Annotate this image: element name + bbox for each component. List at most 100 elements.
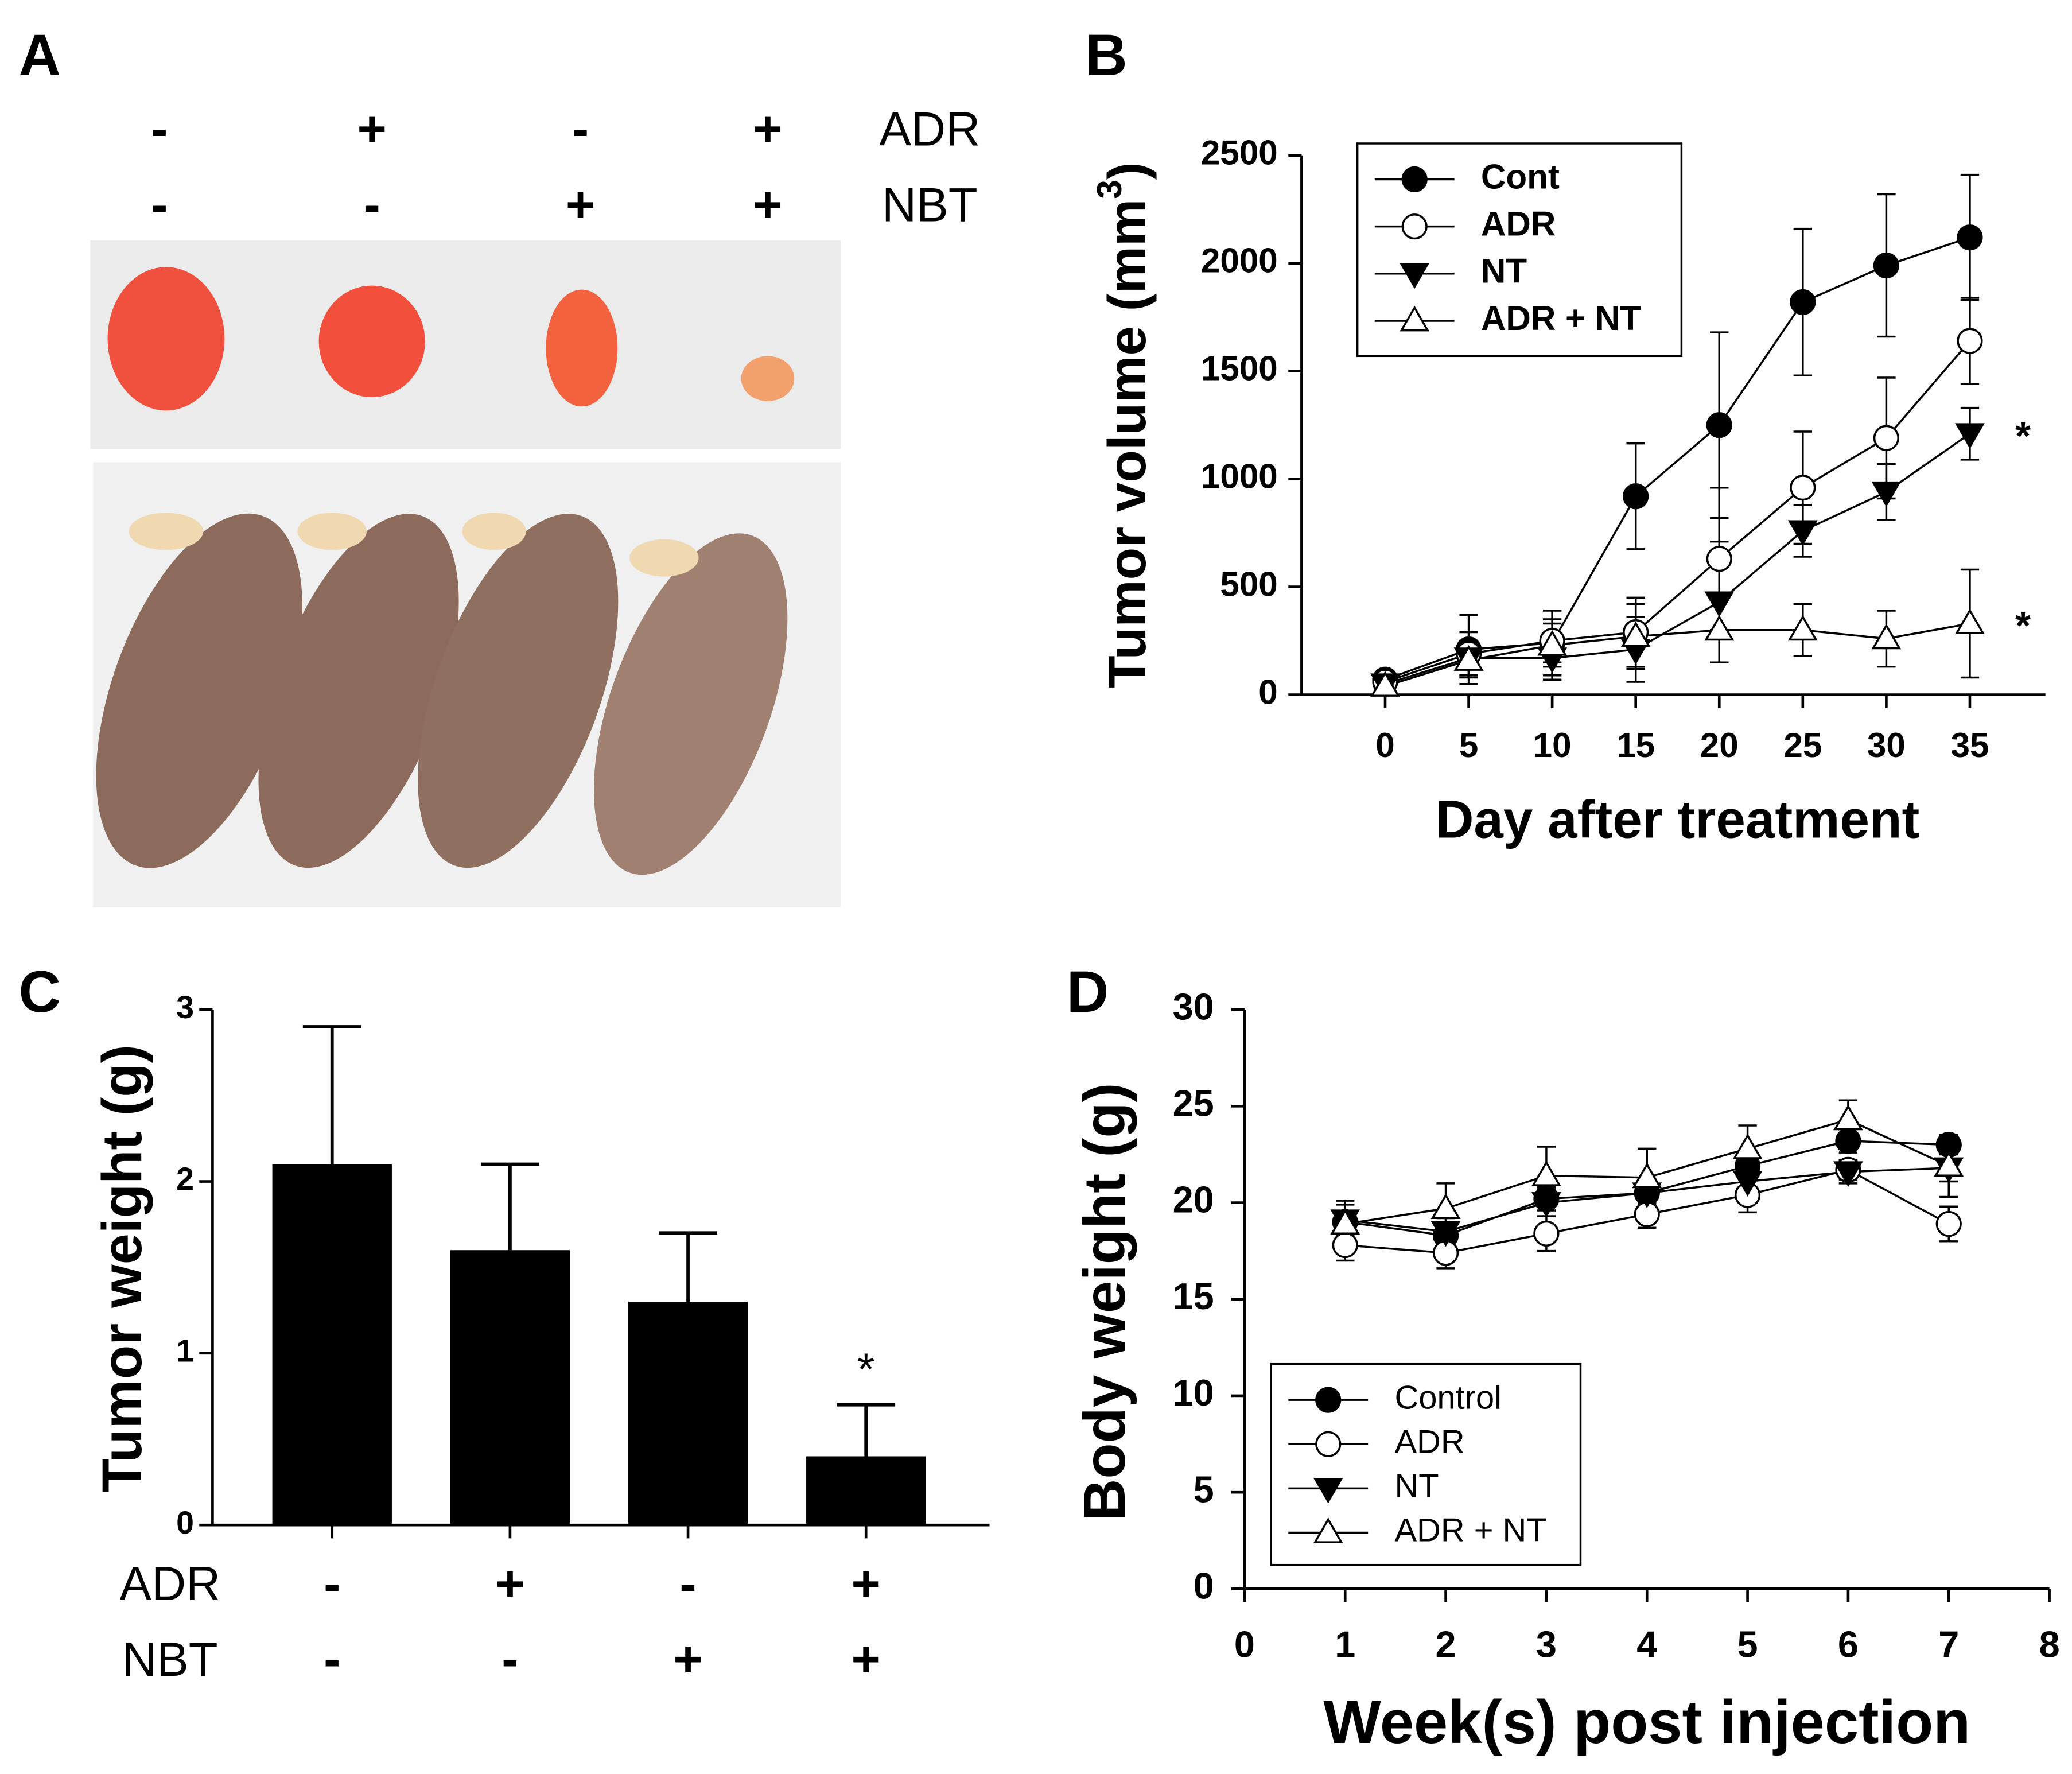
annotation: * — [857, 1344, 875, 1395]
legend-marker — [1401, 166, 1428, 193]
sign: + — [852, 1555, 881, 1612]
marker — [1533, 1220, 1560, 1247]
y-tick-label: 0 — [176, 1505, 194, 1540]
legend-marker — [1400, 263, 1430, 289]
y-tick-label: 500 — [1220, 565, 1277, 604]
y-tick-label: 1500 — [1201, 350, 1278, 388]
marker — [1732, 1171, 1763, 1197]
y-tick-label: 0 — [1258, 673, 1277, 711]
tumor — [107, 267, 225, 411]
panel-label: A — [18, 22, 61, 88]
sign: - — [151, 100, 168, 157]
tumor — [546, 289, 618, 407]
legend-label: Control — [1394, 1379, 1502, 1416]
y-tick-label: 30 — [1173, 985, 1214, 1027]
marker — [1330, 1209, 1360, 1235]
marker — [1790, 289, 1816, 315]
y-axis-title: Tumor weight (g) — [91, 1045, 153, 1493]
x-tick-label: 1 — [1335, 1623, 1355, 1665]
mouse-ear — [462, 513, 526, 550]
x-tick-label: 35 — [1950, 726, 1989, 764]
mouse — [594, 533, 788, 875]
y-tick-label: 1000 — [1201, 457, 1278, 496]
mouse-ear — [629, 539, 699, 577]
x-tick-label: 4 — [1636, 1623, 1657, 1665]
marker — [1790, 475, 1816, 501]
marker — [1632, 1162, 1662, 1189]
error-bar — [659, 1231, 717, 1302]
marker — [1873, 425, 1899, 451]
marker — [1935, 1210, 1962, 1237]
marker — [1732, 1133, 1763, 1159]
y-tick-label: 2000 — [1201, 242, 1278, 280]
sign: + — [753, 176, 782, 233]
row-name: ADR — [119, 1557, 220, 1610]
sign: + — [753, 100, 782, 157]
legend-label: ADR + NT — [1481, 299, 1641, 337]
x-tick-label: 2 — [1436, 1623, 1456, 1665]
sign: - — [324, 1631, 340, 1687]
mice — [96, 513, 788, 875]
x-tick-label: 6 — [1838, 1623, 1859, 1665]
marker — [1537, 630, 1568, 656]
sign: - — [502, 1631, 518, 1687]
y-axis-title-part: ) — [1098, 162, 1157, 180]
legend-label: Cont — [1481, 157, 1560, 196]
y-axis-title-part: 3 — [1091, 180, 1129, 199]
annotation: * — [2015, 603, 2031, 648]
y-tick-label: 5 — [1194, 1468, 1214, 1510]
marker — [1787, 520, 1818, 546]
tumor — [741, 356, 795, 402]
marker — [1531, 1192, 1561, 1218]
x-axis-title: Week(s) post injection — [1323, 1688, 1970, 1756]
mouse — [96, 513, 302, 868]
x-tick-label: 20 — [1700, 726, 1739, 764]
x-tick-label: 10 — [1533, 726, 1572, 764]
series-line — [1385, 340, 1971, 683]
y-tick-label: 0 — [1194, 1565, 1214, 1606]
y-axis-title: Body weight (g) — [1072, 1083, 1137, 1521]
y-tick-label: 1 — [176, 1333, 194, 1369]
x-tick-label: 25 — [1783, 726, 1822, 764]
sign: + — [566, 176, 595, 233]
marker — [1787, 615, 1818, 641]
panel-label: B — [1085, 22, 1128, 88]
y-tick-label: 2500 — [1201, 134, 1278, 172]
marker — [1957, 224, 1983, 251]
row-name: NBT — [882, 178, 978, 231]
legend-label: NT — [1394, 1468, 1439, 1505]
y-axis-title-part: Body weight (g) — [1072, 1083, 1137, 1521]
sign: - — [679, 1555, 696, 1612]
legend-label: ADR — [1481, 205, 1556, 243]
legend-label: NT — [1481, 252, 1527, 290]
series-line — [1385, 622, 1970, 688]
marker — [1835, 1128, 1861, 1154]
marker — [1955, 423, 1985, 449]
photo-panel — [90, 240, 841, 907]
sign: + — [673, 1631, 702, 1687]
marker — [1332, 1232, 1358, 1259]
mouse-ear — [129, 513, 204, 550]
row-name: ADR — [879, 102, 980, 156]
bar — [628, 1302, 748, 1525]
y-tick-label: 25 — [1173, 1082, 1214, 1124]
y-axis-title: Tumor volume (mm3) — [1091, 162, 1157, 688]
legend-marker — [1315, 1387, 1342, 1413]
panel-label: D — [1067, 959, 1109, 1024]
x-tick-label: 0 — [1375, 726, 1394, 764]
panel-label: C — [18, 959, 61, 1024]
error-bar — [302, 1025, 361, 1164]
marker — [1623, 483, 1649, 510]
bar — [272, 1164, 392, 1525]
x-tick-label: 3 — [1536, 1623, 1557, 1665]
marker — [1833, 1161, 1863, 1187]
mouse-ear — [297, 513, 367, 550]
sign: - — [324, 1555, 340, 1612]
marker — [1934, 1151, 1964, 1177]
y-axis-title-part: Tumor weight (g) — [91, 1045, 153, 1493]
y-tick-label: 15 — [1173, 1275, 1214, 1317]
sign: + — [495, 1555, 524, 1612]
x-tick-label: 5 — [1737, 1623, 1758, 1665]
